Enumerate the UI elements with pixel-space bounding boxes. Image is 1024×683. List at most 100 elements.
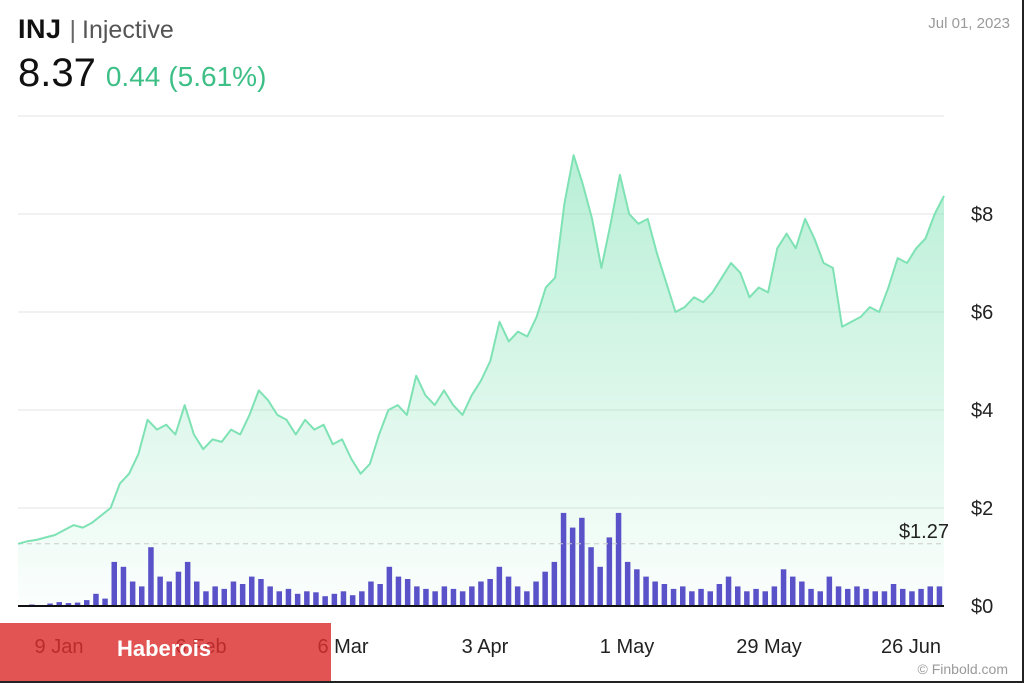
volume-bar: [909, 591, 915, 606]
volume-bar: [441, 586, 448, 606]
volume-bar: [349, 595, 356, 606]
volume-bar: [166, 581, 172, 606]
volume-bar: [890, 584, 897, 607]
volume-bar: [84, 600, 90, 606]
volume-bar: [139, 586, 145, 606]
volume-bar: [524, 591, 530, 606]
volume-bars: [19, 512, 943, 607]
volume-bar: [340, 591, 347, 606]
overlay-banner-text: Haberois: [117, 636, 212, 661]
volume-bar: [606, 537, 613, 606]
volume-bar: [102, 598, 108, 606]
volume-bar: [698, 588, 704, 606]
volume-bar: [588, 547, 594, 606]
volume-bar: [725, 576, 732, 606]
volume-bar: [900, 588, 906, 606]
volume-bar: [487, 579, 493, 606]
overlay-banner: [0, 623, 331, 681]
volume-bar: [395, 576, 402, 606]
volume-bar: [542, 571, 548, 606]
ticker-line: INJ | Injective: [18, 14, 266, 45]
volume-bar: [624, 561, 631, 606]
volume-bar: [716, 584, 723, 607]
volume-bar: [129, 581, 136, 606]
x-tick-label: 1 May: [600, 636, 654, 658]
volume-bar: [450, 588, 457, 606]
volume-bar: [634, 569, 640, 607]
chart-header: INJ | Injective 8.37 0.44 (5.61%): [18, 14, 266, 96]
volume-bar: [359, 591, 365, 606]
y-tick-label: $6: [971, 302, 993, 324]
volume-bar: [918, 588, 924, 606]
volume-bar: [707, 591, 713, 606]
volume-bar: [652, 581, 658, 606]
volume-bar: [249, 576, 255, 606]
volume-bar: [689, 591, 695, 606]
volume-bar: [331, 593, 338, 607]
volume-bar: [47, 603, 53, 606]
volume-bar: [799, 581, 805, 606]
volume-bar: [230, 581, 237, 606]
volume-bar: [533, 581, 539, 606]
volume-bar: [680, 586, 686, 606]
volume-bar: [175, 571, 182, 606]
volume-bar: [771, 586, 778, 606]
volume-bar: [762, 591, 768, 606]
volume-bar: [148, 547, 154, 606]
volume-bar: [212, 586, 218, 606]
volume-bar: [670, 588, 677, 606]
volume-bar: [65, 603, 72, 606]
volume-bar: [863, 588, 869, 606]
volume-bar: [111, 561, 117, 606]
start-price-label: $1.27: [899, 521, 949, 543]
volume-bar: [936, 586, 943, 606]
volume-bar: [496, 566, 503, 606]
price-line-series: [17, 154, 945, 545]
price-change: 0.44: [105, 61, 161, 92]
volume-bar: [184, 561, 191, 606]
volume-bar: [643, 576, 649, 606]
volume-bar: [423, 588, 429, 606]
volume-bar: [74, 602, 81, 606]
volume-bar: [735, 586, 741, 606]
volume-bar: [579, 517, 585, 606]
volume-bar: [790, 576, 796, 606]
frame-bottom-border: [0, 681, 1024, 683]
volume-bar: [615, 512, 622, 606]
volume-bar: [817, 591, 823, 606]
volume-bar: [267, 586, 273, 606]
x-tick-label: 26 Jun: [881, 636, 941, 658]
volume-bar: [826, 576, 833, 606]
volume-bar: [194, 581, 200, 606]
y-tick-label: $0: [971, 596, 993, 618]
volume-bar: [597, 566, 603, 606]
current-price: 8.37: [18, 51, 96, 95]
volume-bar: [322, 596, 328, 606]
volume-bar: [258, 579, 264, 606]
volume-bar: [294, 593, 301, 607]
x-tick-label: 3 Apr: [462, 636, 509, 658]
volume-bar: [459, 591, 466, 606]
price-change-percent: (5.61%): [168, 61, 267, 92]
price-area-fill: [18, 155, 944, 606]
volume-bar: [835, 586, 842, 606]
watermark: © Finbold.com: [917, 661, 1008, 677]
frame-right-border: [1022, 0, 1024, 683]
volume-bar: [661, 584, 668, 607]
volume-bar: [845, 588, 851, 606]
volume-bar: [386, 566, 393, 606]
ticker-symbol: INJ: [18, 14, 62, 44]
volume-bar: [514, 586, 521, 606]
volume-bar: [285, 588, 292, 606]
chart-date: Jul 01, 2023: [928, 15, 1010, 32]
volume-bar: [469, 586, 475, 606]
volume-bar: [203, 591, 209, 606]
y-tick-label: $4: [971, 400, 993, 422]
volume-bar: [744, 591, 750, 606]
price-line: 8.37 0.44 (5.61%): [18, 51, 266, 96]
volume-bar: [808, 588, 814, 606]
volume-bar: [505, 576, 512, 606]
volume-bar: [569, 527, 576, 606]
y-tick-label: $2: [971, 498, 993, 520]
